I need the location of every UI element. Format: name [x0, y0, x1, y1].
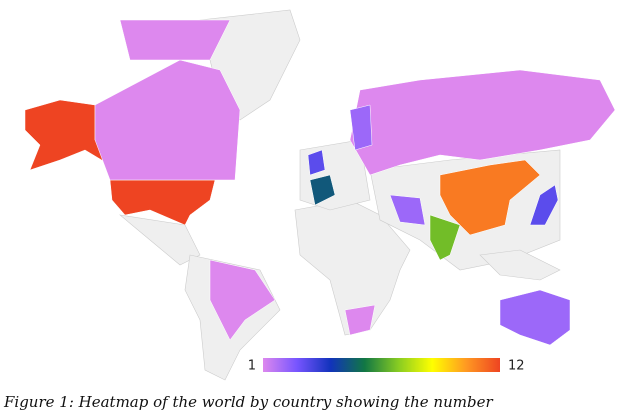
africa — [294, 199, 411, 336]
region — [389, 194, 426, 226]
color-scale-bar — [263, 358, 500, 372]
caption: Figure 1: Heatmap of the world by countr… — [4, 393, 493, 411]
region — [349, 104, 373, 151]
region — [439, 159, 541, 236]
region — [209, 259, 276, 341]
scale-max-label: 12 — [508, 359, 525, 374]
southeast-asia — [479, 249, 561, 281]
region — [309, 174, 336, 206]
region — [344, 304, 376, 336]
region — [109, 179, 216, 226]
region — [119, 19, 231, 61]
region — [24, 99, 111, 171]
region — [307, 149, 326, 176]
region — [429, 214, 461, 261]
central-america — [118, 214, 201, 266]
scale-min-label: 1 — [248, 359, 256, 374]
world-map: 1 12 — [24, 9, 616, 381]
region — [349, 69, 616, 176]
regions — [24, 19, 616, 346]
region — [499, 289, 571, 346]
region — [94, 59, 241, 181]
region — [529, 184, 559, 226]
